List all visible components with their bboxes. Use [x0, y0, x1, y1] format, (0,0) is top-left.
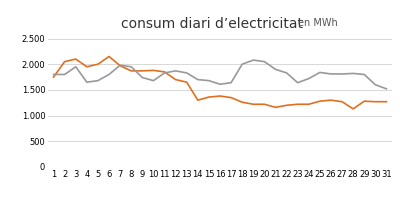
- 03 2019: [229, 81, 234, 84]
- Line: 03 2019: 03 2019: [54, 60, 386, 89]
- 03 2020: [51, 76, 56, 78]
- 03 2019: [62, 73, 67, 76]
- 03 2019: [273, 68, 278, 71]
- 03 2019: [196, 78, 200, 81]
- 03 2020: [218, 95, 222, 97]
- 03 2020: [73, 58, 78, 60]
- Line: 03 2020: 03 2020: [54, 56, 386, 109]
- 03 2019: [129, 65, 134, 68]
- 03 2019: [162, 72, 167, 74]
- 03 2019: [362, 73, 367, 76]
- 03 2019: [318, 71, 322, 74]
- 03 2020: [206, 96, 211, 98]
- 03 2020: [251, 103, 256, 106]
- 03 2020: [273, 106, 278, 109]
- 03 2019: [351, 72, 356, 75]
- 03 2020: [340, 100, 344, 103]
- Text: en MWh: en MWh: [298, 18, 338, 28]
- 03 2020: [118, 64, 122, 67]
- 03 2019: [295, 81, 300, 84]
- 03 2019: [107, 73, 112, 76]
- 03 2019: [184, 72, 189, 74]
- 03 2020: [173, 78, 178, 81]
- 03 2020: [129, 70, 134, 72]
- Legend: 03 2020, 03 2019: 03 2020, 03 2019: [144, 211, 296, 214]
- 03 2020: [162, 71, 167, 73]
- 03 2019: [118, 64, 122, 67]
- 03 2019: [151, 79, 156, 82]
- 03 2020: [196, 99, 200, 101]
- 03 2020: [96, 63, 100, 65]
- 03 2020: [240, 101, 244, 104]
- Text: consum diari d’electricitat: consum diari d’electricitat: [121, 17, 303, 31]
- 03 2020: [140, 70, 145, 72]
- 03 2020: [306, 103, 311, 106]
- 03 2019: [306, 77, 311, 80]
- 03 2019: [328, 73, 333, 75]
- 03 2020: [328, 99, 333, 101]
- 03 2020: [229, 96, 234, 99]
- 03 2019: [251, 59, 256, 61]
- 03 2020: [107, 55, 112, 58]
- 03 2019: [373, 83, 378, 86]
- 03 2019: [206, 79, 211, 82]
- 03 2019: [73, 65, 78, 68]
- 03 2019: [262, 60, 267, 63]
- 03 2019: [218, 83, 222, 86]
- 03 2019: [84, 81, 89, 83]
- 03 2020: [373, 100, 378, 103]
- 03 2020: [318, 100, 322, 103]
- 03 2020: [351, 108, 356, 110]
- 03 2019: [284, 72, 289, 74]
- 03 2020: [151, 69, 156, 72]
- 03 2020: [295, 103, 300, 106]
- 03 2020: [262, 103, 267, 106]
- 03 2019: [173, 70, 178, 72]
- 03 2019: [340, 73, 344, 75]
- 03 2020: [84, 65, 89, 68]
- 03 2019: [51, 73, 56, 76]
- 03 2019: [140, 76, 145, 79]
- 03 2020: [362, 100, 367, 103]
- 03 2020: [384, 100, 389, 103]
- 03 2019: [384, 88, 389, 90]
- 03 2019: [96, 79, 100, 82]
- 03 2020: [284, 104, 289, 107]
- 03 2020: [62, 60, 67, 63]
- 03 2020: [184, 81, 189, 83]
- 03 2019: [240, 63, 244, 65]
